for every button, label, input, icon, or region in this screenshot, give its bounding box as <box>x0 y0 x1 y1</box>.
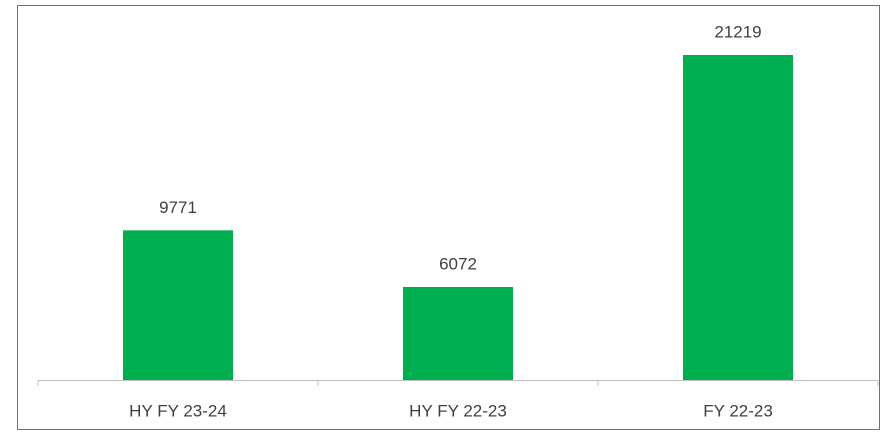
x-tick-label: HY FY 22-23 <box>409 401 507 420</box>
bar <box>683 55 793 380</box>
bar <box>403 286 513 380</box>
x-tick-label: FY 22-23 <box>703 401 773 420</box>
data-label: 9771 <box>159 198 197 217</box>
x-tick-label: HY FY 23-24 <box>129 401 227 420</box>
bar <box>123 230 233 380</box>
data-label: 21219 <box>714 22 761 41</box>
data-label: 6072 <box>439 254 477 273</box>
